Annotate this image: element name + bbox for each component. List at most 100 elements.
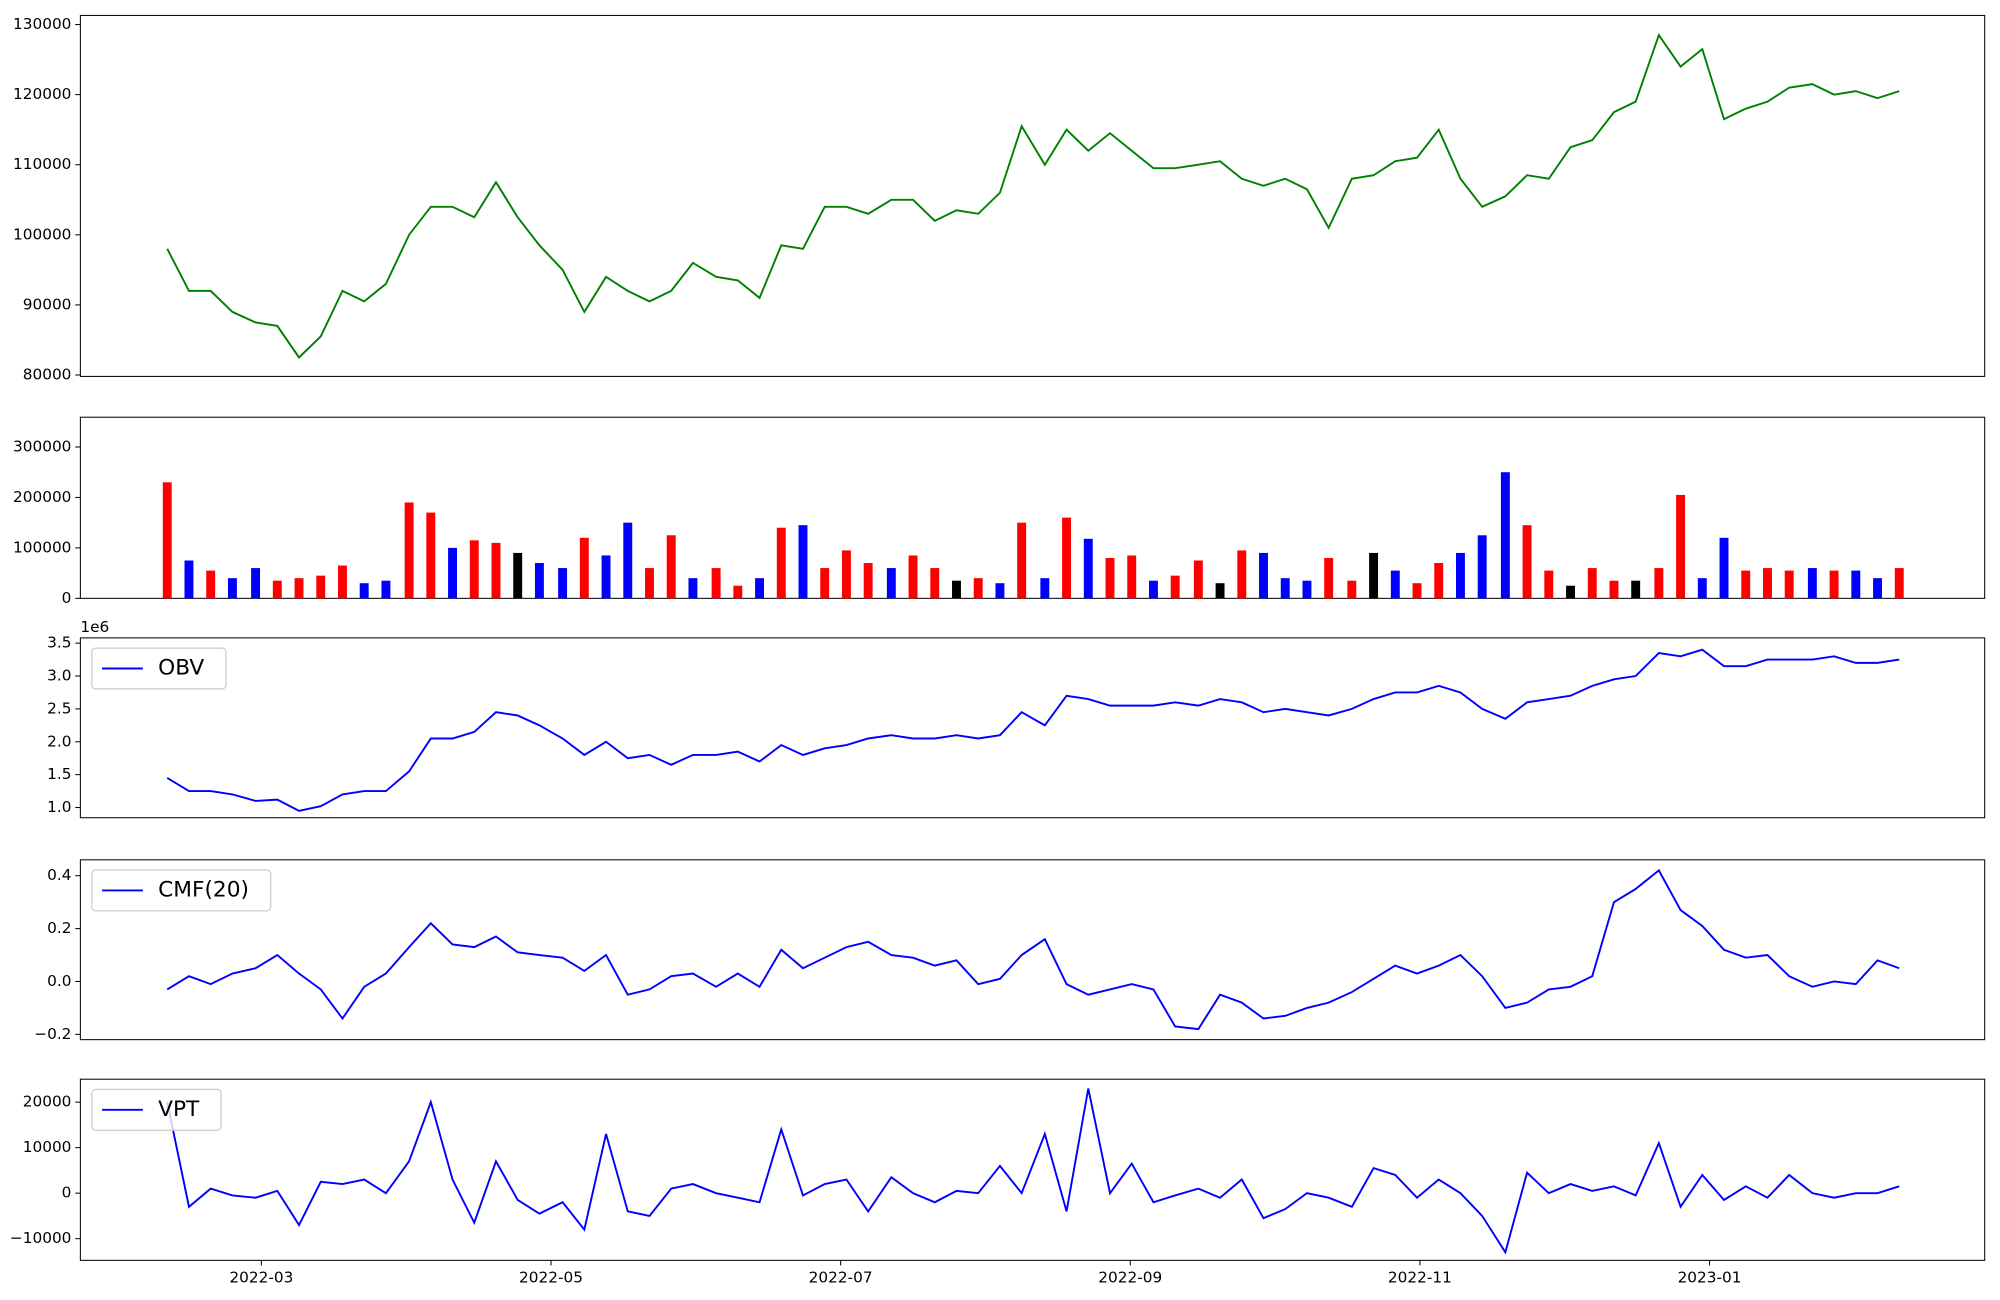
volume-bar bbox=[755, 578, 765, 599]
volume-bar bbox=[1390, 570, 1400, 599]
y-tick-label: 20000 bbox=[23, 1093, 72, 1111]
y-tick-label: −0.2 bbox=[34, 1025, 71, 1043]
y-tick-label: 100000 bbox=[13, 538, 71, 556]
volume-bar bbox=[1347, 580, 1357, 599]
volume-bar bbox=[1763, 568, 1772, 599]
volume-bar bbox=[1719, 537, 1729, 599]
volume-bar bbox=[1566, 585, 1575, 599]
legend-label: VPT bbox=[158, 1097, 200, 1122]
volume-bar bbox=[688, 578, 698, 599]
volume-bar bbox=[1676, 494, 1686, 599]
volume-bar bbox=[1280, 578, 1290, 599]
y-tick-label: 130000 bbox=[13, 15, 71, 33]
volume-bar bbox=[227, 578, 237, 599]
y-tick-label: 2.5 bbox=[47, 699, 71, 717]
volume-bar bbox=[1215, 583, 1225, 599]
volume-bar bbox=[1434, 563, 1444, 599]
volume-bar bbox=[426, 512, 436, 599]
volume-bar bbox=[272, 580, 282, 599]
volume-bar bbox=[1654, 568, 1664, 599]
legend-label: CMF(20) bbox=[158, 877, 249, 902]
axes-frame bbox=[79, 416, 1986, 599]
x-tick-label: 2022-07 bbox=[809, 1269, 873, 1287]
legend: VPT bbox=[91, 1088, 222, 1131]
axes-frame bbox=[79, 1078, 1986, 1261]
volume-bar bbox=[359, 583, 369, 599]
y-tick-label: 200000 bbox=[13, 488, 71, 506]
volume-bar bbox=[973, 578, 983, 599]
volume-bar bbox=[711, 568, 721, 599]
x-tick-label: 2022-09 bbox=[1098, 1269, 1162, 1287]
volume-bar bbox=[1170, 575, 1180, 599]
y-tick-label: 0.2 bbox=[47, 919, 71, 937]
legend-box bbox=[91, 1088, 222, 1131]
volume-bar bbox=[1302, 580, 1312, 599]
volume-bar bbox=[534, 563, 544, 599]
y-tick-label: 0.4 bbox=[47, 866, 71, 884]
volume-bar bbox=[1040, 578, 1050, 599]
volume-bar bbox=[841, 550, 851, 599]
volume-bar bbox=[863, 563, 873, 599]
volume-bar bbox=[952, 580, 961, 599]
volume-bar bbox=[601, 555, 611, 599]
axes-frame bbox=[79, 637, 1986, 819]
volume-bar bbox=[908, 555, 918, 599]
volume-bar bbox=[1412, 583, 1422, 599]
y-tick-label: 110000 bbox=[13, 155, 71, 173]
y-tick-label: 100000 bbox=[13, 225, 71, 243]
y-tick-label: 3.5 bbox=[47, 634, 71, 652]
x-tick-label: 2022-05 bbox=[519, 1269, 583, 1287]
legend: CMF(20) bbox=[91, 869, 272, 912]
volume-bar bbox=[1807, 568, 1817, 599]
volume-bar bbox=[184, 560, 194, 599]
volume-bar bbox=[1062, 517, 1072, 599]
y-tick-label: 0.0 bbox=[47, 972, 71, 990]
volume-bar bbox=[1894, 568, 1904, 599]
volume-bar bbox=[1148, 580, 1158, 599]
data-line bbox=[166, 648, 1900, 812]
volume-bar bbox=[404, 502, 414, 599]
y-tick-label: 1.5 bbox=[47, 765, 71, 783]
volume-bar bbox=[1500, 472, 1510, 599]
y-tick-label: 300000 bbox=[13, 437, 71, 455]
volume-bar bbox=[1259, 552, 1268, 599]
volume-bar bbox=[294, 578, 304, 599]
volume-bar bbox=[1631, 580, 1641, 599]
legend-label: OBV bbox=[158, 655, 204, 680]
volume-bar bbox=[1784, 570, 1794, 599]
volume-bar bbox=[820, 568, 830, 599]
volume-bar bbox=[1829, 570, 1839, 599]
volume-bar bbox=[645, 568, 654, 599]
volume-bar bbox=[338, 565, 347, 599]
volume-bar bbox=[1477, 535, 1487, 599]
x-tick-label: 2022-03 bbox=[229, 1269, 293, 1287]
y-tick-label: 2.0 bbox=[47, 732, 71, 750]
volume-bar bbox=[316, 575, 326, 599]
legend: OBV bbox=[91, 647, 227, 690]
volume-bar bbox=[1193, 560, 1203, 599]
volume-bar bbox=[513, 552, 523, 599]
volume-bar bbox=[162, 482, 172, 599]
x-tick-label: 2022-11 bbox=[1388, 1269, 1452, 1287]
volume-bar bbox=[1324, 557, 1334, 599]
volume-bar bbox=[491, 542, 501, 599]
axis-offset-label: 1e6 bbox=[80, 618, 109, 636]
y-tick-label: 10000 bbox=[23, 1138, 72, 1156]
data-line bbox=[166, 868, 1900, 1031]
volume-bar bbox=[798, 525, 808, 599]
volume-bar bbox=[930, 568, 940, 599]
axes-frame bbox=[79, 14, 1986, 377]
volume-bar bbox=[579, 537, 589, 599]
volume-bar bbox=[733, 585, 743, 599]
volume-bar bbox=[448, 547, 457, 599]
volume-bar bbox=[1609, 580, 1619, 599]
volume-bar bbox=[1083, 538, 1093, 599]
volume-bar bbox=[1697, 578, 1707, 599]
legend-box bbox=[91, 647, 227, 690]
volume-bar bbox=[469, 540, 479, 599]
volume-bar bbox=[1741, 570, 1751, 599]
volume-bar bbox=[1017, 522, 1027, 599]
volume-bar bbox=[623, 522, 633, 599]
